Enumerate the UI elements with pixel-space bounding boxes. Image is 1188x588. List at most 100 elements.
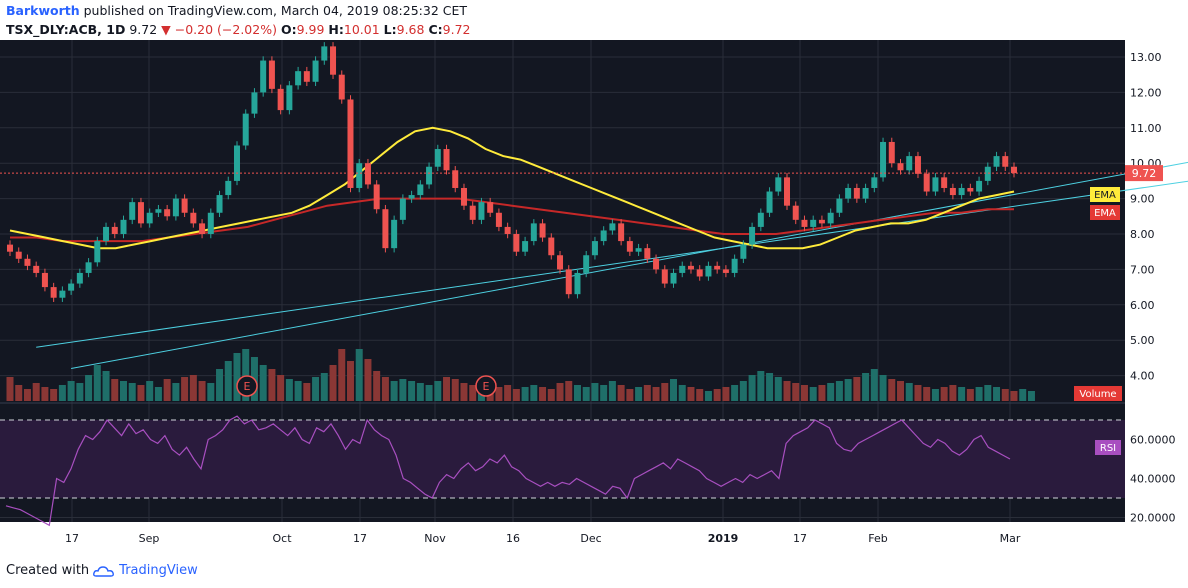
down-arrow-icon: ▼ bbox=[161, 22, 171, 37]
volume-bar bbox=[731, 385, 739, 401]
candle bbox=[897, 163, 904, 171]
time-tick-label: Mar bbox=[1000, 532, 1021, 545]
time-tick-label: 2019 bbox=[708, 532, 739, 545]
candle bbox=[644, 248, 651, 259]
candle bbox=[1011, 166, 1017, 174]
earnings-circle bbox=[236, 375, 258, 397]
candle bbox=[277, 88, 284, 111]
time-tick-label: 16 bbox=[506, 532, 520, 545]
volume-bar bbox=[451, 379, 459, 401]
candle bbox=[312, 60, 319, 82]
volume-bar bbox=[1027, 391, 1035, 401]
candle bbox=[932, 177, 939, 192]
candle bbox=[740, 244, 747, 259]
candle bbox=[670, 272, 677, 284]
candle bbox=[68, 283, 75, 291]
candle bbox=[295, 71, 302, 86]
volume-bar bbox=[897, 381, 905, 401]
tradingview-brand[interactable]: TradingView bbox=[119, 563, 198, 578]
candle bbox=[207, 212, 214, 234]
created-with-text: Created with bbox=[6, 563, 90, 578]
candle bbox=[347, 99, 354, 188]
volume-bar bbox=[381, 377, 389, 401]
volume-bar bbox=[15, 385, 23, 401]
volume-bar bbox=[792, 383, 800, 401]
publish-info: Barkworth published on TradingView.com, … bbox=[6, 3, 467, 18]
candle bbox=[941, 177, 948, 188]
last-price-tag: 9.72 bbox=[1125, 165, 1163, 182]
candle bbox=[827, 212, 834, 224]
price-change: −0.20 (−2.02%) bbox=[174, 22, 277, 37]
volume-bar bbox=[181, 377, 189, 401]
volume-bar bbox=[312, 377, 320, 401]
candle bbox=[810, 219, 817, 227]
price-tick-label: 11.00 bbox=[1130, 122, 1162, 135]
earnings-circle bbox=[475, 375, 497, 397]
candle bbox=[216, 195, 223, 213]
volume-bar bbox=[678, 385, 686, 401]
price-tick-label: 8.00 bbox=[1130, 228, 1155, 241]
volume-bar bbox=[303, 383, 311, 401]
volume-bar bbox=[242, 349, 250, 401]
volume-bar bbox=[408, 381, 416, 401]
candle bbox=[111, 226, 118, 234]
candle bbox=[993, 156, 1000, 167]
candle bbox=[303, 71, 310, 82]
candle bbox=[984, 166, 991, 181]
earnings-marker[interactable]: E bbox=[475, 375, 497, 397]
open-label: O: bbox=[280, 22, 297, 37]
earnings-marker[interactable]: E bbox=[236, 375, 258, 397]
volume-bar bbox=[739, 381, 747, 401]
volume-bar bbox=[809, 387, 817, 401]
volume-bar bbox=[399, 379, 407, 401]
candle bbox=[164, 209, 171, 217]
volume-bar bbox=[320, 373, 328, 401]
volume-bar bbox=[687, 387, 695, 401]
candle bbox=[172, 198, 179, 217]
volume-bar bbox=[993, 387, 1001, 401]
volume-bar bbox=[539, 387, 547, 401]
candle bbox=[574, 272, 581, 295]
candle bbox=[539, 223, 546, 238]
volume-bar bbox=[591, 383, 599, 401]
volume-bar bbox=[626, 389, 634, 401]
candle bbox=[242, 113, 249, 146]
volume-bar bbox=[818, 385, 826, 401]
rsi-tick-label: 20.0000 bbox=[1130, 512, 1176, 525]
volume-bar bbox=[119, 381, 127, 401]
volume-bar bbox=[853, 377, 861, 401]
volume-bar bbox=[1019, 389, 1027, 401]
high-label: H: bbox=[328, 22, 344, 37]
volume-bar bbox=[469, 385, 477, 401]
volume-bar bbox=[364, 359, 372, 401]
volume-bar bbox=[888, 379, 896, 401]
price-tick-label: 12.00 bbox=[1130, 86, 1162, 99]
volume-bar bbox=[617, 385, 625, 401]
candle bbox=[225, 180, 232, 196]
candle bbox=[321, 46, 328, 61]
candle bbox=[15, 251, 22, 259]
rsi-tick-label: 40.0000 bbox=[1130, 473, 1176, 486]
candle bbox=[7, 244, 13, 252]
volume-bar bbox=[285, 379, 293, 401]
candle bbox=[251, 92, 258, 114]
publish-text: published on TradingView.com, March 04, … bbox=[83, 3, 468, 18]
candle bbox=[129, 202, 136, 220]
candle bbox=[460, 187, 467, 206]
author-name[interactable]: Barkworth bbox=[6, 3, 80, 18]
volume-bar bbox=[582, 387, 590, 401]
time-tick-label: Dec bbox=[580, 532, 601, 545]
open-value: 9.99 bbox=[296, 22, 325, 37]
footer: Created with TradingView bbox=[6, 563, 198, 578]
candle bbox=[530, 223, 537, 242]
volume-bar bbox=[198, 381, 206, 401]
volume-bar bbox=[940, 387, 948, 401]
earnings-label: E bbox=[483, 380, 490, 393]
candle bbox=[548, 237, 555, 256]
candle bbox=[679, 265, 686, 273]
candle bbox=[391, 219, 398, 249]
candle bbox=[914, 156, 921, 174]
candle bbox=[871, 177, 878, 188]
volume-bar bbox=[565, 381, 573, 401]
